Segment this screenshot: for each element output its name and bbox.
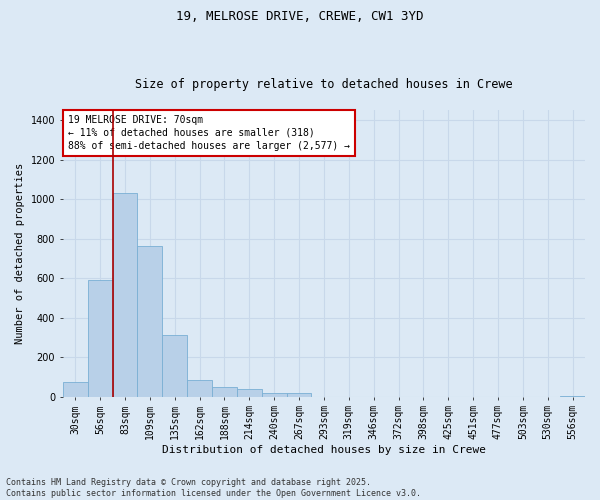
- Bar: [262, 392, 287, 396]
- Bar: [137, 246, 162, 396]
- Text: 19 MELROSE DRIVE: 70sqm
← 11% of detached houses are smaller (318)
88% of semi-d: 19 MELROSE DRIVE: 70sqm ← 11% of detache…: [68, 114, 350, 151]
- Bar: [162, 336, 187, 396]
- X-axis label: Distribution of detached houses by size in Crewe: Distribution of detached houses by size …: [162, 445, 486, 455]
- Bar: [237, 388, 262, 396]
- Text: Contains HM Land Registry data © Crown copyright and database right 2025.
Contai: Contains HM Land Registry data © Crown c…: [6, 478, 421, 498]
- Bar: [187, 380, 212, 396]
- Title: Size of property relative to detached houses in Crewe: Size of property relative to detached ho…: [135, 78, 513, 91]
- Y-axis label: Number of detached properties: Number of detached properties: [15, 163, 25, 344]
- Bar: [88, 280, 113, 396]
- Bar: [212, 386, 237, 396]
- Bar: [113, 193, 137, 396]
- Bar: [63, 382, 88, 396]
- Text: 19, MELROSE DRIVE, CREWE, CW1 3YD: 19, MELROSE DRIVE, CREWE, CW1 3YD: [176, 10, 424, 23]
- Bar: [287, 392, 311, 396]
